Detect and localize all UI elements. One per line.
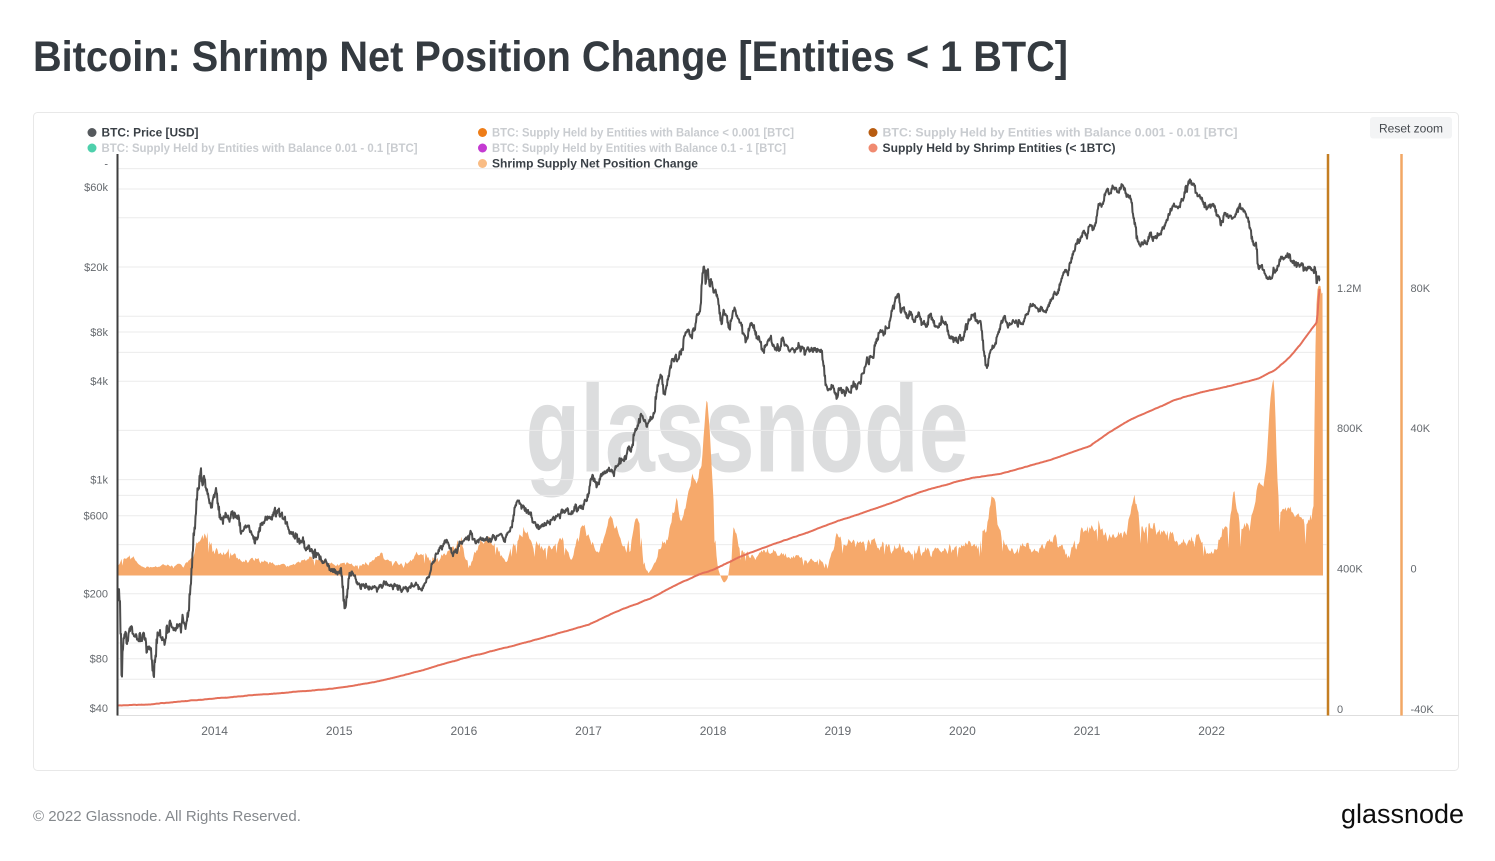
svg-text:2020: 2020 (949, 724, 976, 738)
svg-text:$20k: $20k (84, 262, 108, 274)
svg-text:$40: $40 (90, 703, 108, 715)
svg-text:2018: 2018 (700, 724, 727, 738)
svg-text:$80: $80 (90, 654, 108, 666)
svg-text:BTC: Price [USD]: BTC: Price [USD] (102, 126, 199, 140)
svg-text:$8k: $8k (90, 327, 108, 339)
svg-text:40K: 40K (1411, 423, 1431, 435)
svg-text:© 2022 Glassnode. All Rights R: © 2022 Glassnode. All Rights Reserved. (33, 808, 301, 825)
svg-text:2019: 2019 (824, 724, 851, 738)
svg-text:$600: $600 (84, 511, 108, 523)
svg-text:-40K: -40K (1411, 704, 1435, 716)
svg-text:2021: 2021 (1074, 724, 1101, 738)
svg-text:$60k: $60k (84, 182, 108, 194)
svg-text:2016: 2016 (451, 724, 478, 738)
svg-text:BTC: Supply Held by Entities w: BTC: Supply Held by Entities with Balanc… (492, 126, 794, 140)
svg-text:$200: $200 (84, 589, 108, 601)
svg-text:0: 0 (1337, 704, 1343, 716)
svg-text:glassnode: glassnode (1341, 799, 1464, 829)
svg-text:1.2M: 1.2M (1337, 283, 1361, 295)
svg-text:BTC: Supply Held by Entities w: BTC: Supply Held by Entities with Balanc… (102, 141, 418, 155)
svg-text:2022: 2022 (1198, 724, 1225, 738)
svg-text:2017: 2017 (575, 724, 602, 738)
svg-text:2014: 2014 (201, 724, 228, 738)
svg-text:BTC: Supply Held by Entities w: BTC: Supply Held by Entities with Balanc… (883, 126, 1238, 140)
svg-text:-: - (104, 158, 108, 170)
svg-text:Reset zoom: Reset zoom (1379, 122, 1443, 136)
svg-text:2015: 2015 (326, 724, 353, 738)
svg-text:80K: 80K (1411, 283, 1431, 295)
svg-text:$4k: $4k (90, 376, 108, 388)
svg-text:Supply Held by Shrimp Entities: Supply Held by Shrimp Entities (< 1BTC) (883, 141, 1116, 155)
svg-text:glassnode: glassnode (526, 361, 969, 498)
svg-text:Shrimp Supply Net Position Cha: Shrimp Supply Net Position Change (492, 157, 698, 171)
svg-text:Bitcoin: Shrimp Net Position C: Bitcoin: Shrimp Net Position Change [Ent… (33, 33, 1068, 81)
svg-text:BTC: Supply Held by Entities w: BTC: Supply Held by Entities with Balanc… (492, 141, 786, 155)
svg-text:0: 0 (1411, 564, 1417, 576)
svg-text:400K: 400K (1337, 564, 1363, 576)
svg-text:$1k: $1k (90, 475, 108, 487)
svg-text:800K: 800K (1337, 423, 1363, 435)
